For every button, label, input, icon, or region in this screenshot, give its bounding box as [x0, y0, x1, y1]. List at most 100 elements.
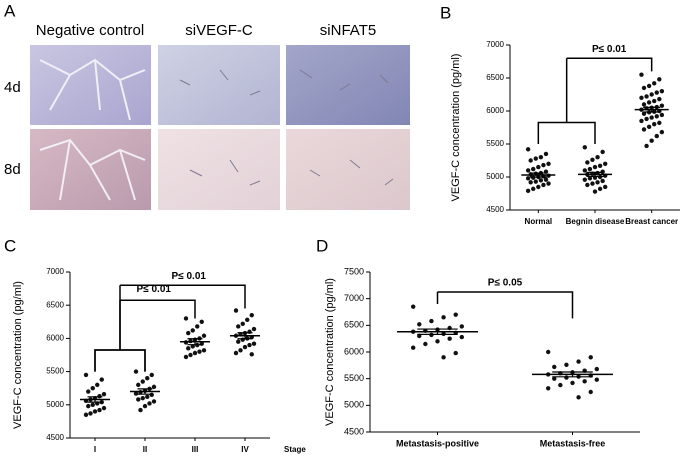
error-bar — [187, 338, 203, 346]
image — [158, 129, 280, 210]
dot — [552, 364, 557, 370]
dot — [136, 397, 141, 402]
image — [30, 129, 151, 210]
dot — [249, 352, 254, 357]
dot — [659, 129, 665, 135]
dot — [101, 405, 107, 411]
image — [286, 129, 410, 210]
dot — [245, 317, 250, 323]
dot — [538, 155, 544, 160]
dot — [251, 326, 257, 332]
dot — [188, 352, 193, 358]
dot — [641, 102, 647, 107]
dot — [92, 409, 98, 414]
significance-bracket — [436, 291, 574, 319]
dot — [238, 348, 243, 353]
dot — [546, 349, 551, 355]
dot — [536, 164, 541, 170]
dot — [657, 77, 662, 82]
dot — [597, 186, 603, 192]
dot — [138, 407, 143, 413]
dot — [646, 83, 652, 89]
dot — [525, 176, 531, 181]
dot — [592, 189, 598, 194]
dot — [199, 319, 204, 324]
dot — [186, 346, 191, 351]
dot — [525, 147, 531, 152]
y-tick-label: 7500 — [344, 266, 364, 276]
dot — [236, 339, 241, 344]
panel-letter: C — [4, 236, 16, 255]
dot — [639, 95, 644, 101]
dot — [133, 369, 139, 374]
dot — [441, 355, 446, 360]
dot — [533, 179, 538, 184]
dot — [570, 380, 575, 386]
dot — [649, 92, 654, 97]
dot — [657, 96, 662, 102]
dot — [528, 180, 533, 185]
dot — [453, 312, 458, 317]
dot — [459, 324, 464, 329]
dot — [236, 324, 241, 329]
column-label: Negative control — [36, 22, 144, 39]
image — [158, 45, 280, 125]
y-tick-label: 5500 — [344, 373, 364, 383]
dot — [195, 324, 200, 329]
x-axis-label: Stage — [284, 445, 306, 454]
significance-bracket — [94, 284, 246, 372]
dot — [531, 175, 536, 180]
dot — [531, 166, 536, 172]
dot — [86, 389, 91, 394]
dot — [558, 382, 563, 388]
dot — [592, 164, 598, 170]
dot — [582, 168, 587, 173]
image — [30, 45, 151, 125]
dot — [600, 178, 605, 184]
dot — [646, 124, 652, 130]
dot — [639, 118, 644, 124]
dot — [453, 350, 458, 356]
dot — [90, 402, 95, 407]
y-tick-label: 7000 — [486, 40, 504, 49]
dot — [149, 372, 154, 378]
error-bar — [137, 388, 153, 395]
dot — [541, 182, 546, 188]
dot — [543, 177, 549, 182]
dot — [649, 115, 654, 120]
y-tick-label: 6000 — [46, 334, 64, 343]
significance-label: P≤ 0.01 — [172, 271, 207, 282]
x-tick-label: II — [143, 445, 147, 454]
row-label: 4d — [4, 79, 21, 96]
error-bar — [643, 106, 661, 113]
dot — [641, 127, 647, 132]
dot — [429, 318, 434, 324]
dot — [411, 304, 416, 309]
dot — [201, 333, 207, 338]
dot — [541, 162, 546, 168]
dot — [233, 308, 239, 313]
dot — [411, 345, 416, 350]
dot — [587, 176, 593, 181]
dot — [525, 188, 531, 194]
dot — [585, 160, 590, 165]
dot — [538, 178, 544, 183]
dot — [603, 184, 608, 190]
error-bar — [237, 332, 253, 340]
dot — [192, 350, 198, 356]
panel-letter: A — [4, 1, 16, 20]
y-tick-label: 4500 — [46, 433, 64, 442]
dot — [423, 341, 428, 347]
dot — [417, 322, 422, 327]
dot — [564, 362, 569, 367]
dot — [641, 85, 647, 91]
dot — [594, 366, 599, 372]
dot — [97, 407, 102, 413]
y-tick-label: 7000 — [46, 267, 64, 276]
dot — [590, 157, 595, 163]
dot — [595, 155, 600, 160]
dot — [652, 122, 657, 127]
dot — [587, 166, 593, 172]
dot — [595, 180, 600, 185]
dot — [590, 181, 595, 186]
